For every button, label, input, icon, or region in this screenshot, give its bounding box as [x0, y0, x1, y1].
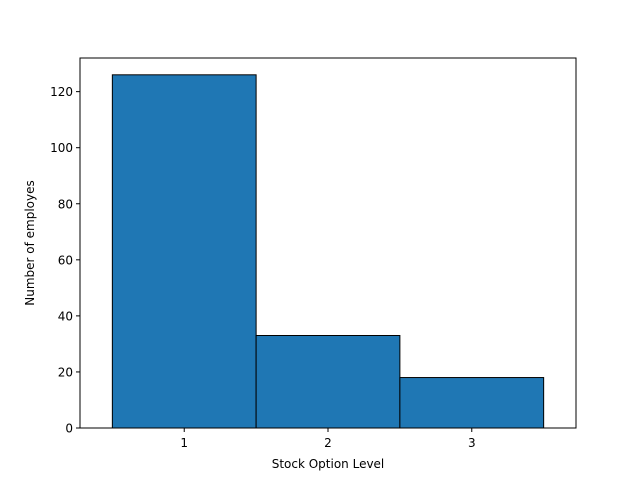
x-tick-label: 2: [324, 436, 332, 450]
y-tick-label: 120: [50, 85, 73, 99]
ticks-layer: 0 20 40 60 80 100 120 1 2 3: [50, 85, 475, 450]
x-tick-label: 1: [180, 436, 188, 450]
bar-level-3: [399, 377, 545, 429]
y-tick-label: 20: [58, 365, 73, 379]
x-axis-label: Stock Option Level: [272, 457, 385, 471]
y-tick-label: 60: [58, 253, 73, 267]
bar-level-1: [111, 74, 257, 429]
y-axis-label: Number of employes: [23, 180, 37, 306]
y-tick-label: 80: [58, 197, 73, 211]
bars-layer: [111, 74, 545, 429]
y-tick-label: 40: [58, 309, 73, 323]
y-tick-label: 100: [50, 141, 73, 155]
y-tick-label: 0: [65, 422, 73, 436]
bar-level-2: [255, 335, 401, 429]
x-tick-label: 3: [468, 436, 476, 450]
